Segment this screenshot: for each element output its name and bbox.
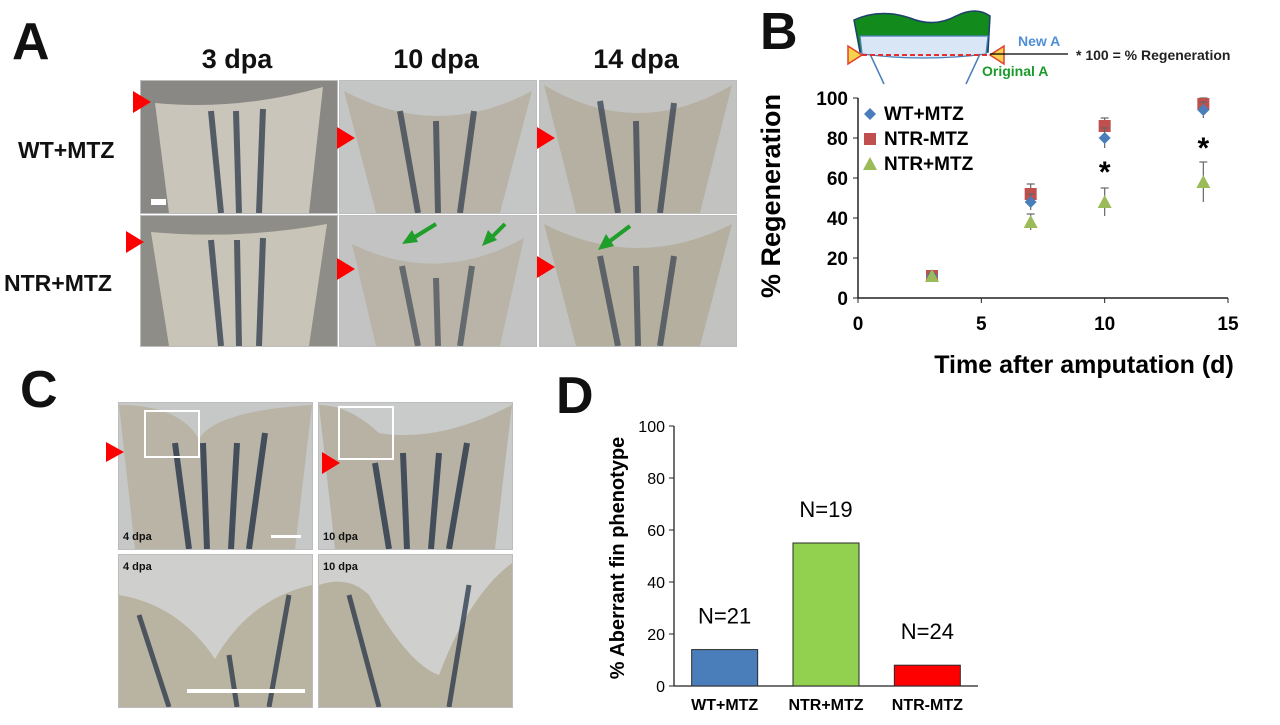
sample-size-label: N=24 <box>901 619 954 644</box>
bar <box>792 542 860 687</box>
green-arrow-icon <box>402 222 438 244</box>
y-axis-label: % Regeneration <box>756 94 786 298</box>
legend-label: NTR-MTZ <box>884 129 969 150</box>
photo-label: 4 dpa <box>123 561 152 573</box>
x-axis-label: Time after amputation (d) <box>934 351 1234 379</box>
data-point <box>1098 120 1111 132</box>
regeneration-formula: New A Original A * 100 = % Regeneration <box>847 10 1230 85</box>
amputation-arrowhead <box>337 258 355 280</box>
cut-marker-icon <box>988 44 1005 66</box>
formula-denominator: Original A <box>982 63 1048 79</box>
column-header-10dpa: 10 dpa <box>393 44 479 74</box>
amputation-arrowhead <box>337 127 355 149</box>
bar <box>691 649 759 687</box>
category-label: NTR-MTZ <box>892 697 963 714</box>
y-tick-label: 20 <box>827 249 848 270</box>
data-point <box>1098 132 1111 144</box>
photo-label: 4 dpa <box>123 531 152 543</box>
y-axis-label: % Aberrant fin phenotype <box>607 437 629 680</box>
panel-letter-d: D <box>556 367 594 425</box>
data-point <box>1023 215 1038 228</box>
data-point <box>925 269 939 282</box>
sample-size-label: N=19 <box>799 497 852 522</box>
legend-marker <box>863 157 877 170</box>
category-label: WT+MTZ <box>691 697 758 714</box>
y-tick-label: 40 <box>647 575 665 592</box>
row-header-wt-mtz: WT+MTZ <box>18 137 115 163</box>
panel-letter-b: B <box>760 3 798 61</box>
fin-photo-ntr-3dpa <box>140 215 338 347</box>
panel-c-annotations <box>106 442 340 474</box>
formula-numerator: New A <box>1018 33 1060 49</box>
legend-marker <box>864 108 876 120</box>
fin-photo-ntr-10dpa <box>339 215 537 347</box>
fin-photo-wt-10dpa <box>339 80 537 214</box>
cut-marker-icon <box>847 44 864 66</box>
significance-star: * <box>1099 156 1111 189</box>
green-arrow-icon <box>598 224 632 250</box>
regeneration-chart: % Regeneration Time after amputation (d)… <box>756 89 1239 379</box>
x-tick-label: 0 <box>853 314 864 335</box>
sample-size-label: N=21 <box>698 604 751 629</box>
green-arrow-icon <box>482 222 507 246</box>
data-point <box>1097 195 1112 208</box>
fin-photo-c-4dpa-zoom: 4 dpa <box>118 554 313 708</box>
column-header-14dpa: 14 dpa <box>593 44 679 74</box>
fin-photo-c-10dpa-zoom: 10 dpa <box>318 554 513 708</box>
photo-label: 10 dpa <box>323 531 358 543</box>
fin-photo-c-10dpa: 10 dpa <box>318 402 513 550</box>
zoom-box <box>144 410 200 458</box>
category-label: NTR+MTZ <box>788 697 863 714</box>
zoom-box <box>338 406 394 460</box>
formula-result: * 100 = % Regeneration <box>1076 47 1230 63</box>
aberrant-phenotype-chart: % Aberrant fin phenotype 0 20 40 60 80 100 N=… <box>607 419 978 714</box>
y-tick-label: 0 <box>656 679 665 696</box>
panel-letter-c: C <box>20 361 58 419</box>
column-header-3dpa: 3 dpa <box>201 44 273 74</box>
fin-photo-ntr-14dpa <box>539 215 737 347</box>
legend-label: WT+MTZ <box>884 104 964 125</box>
legend-label: NTR+MTZ <box>884 154 974 175</box>
amputation-arrowhead <box>133 91 151 113</box>
data-point <box>1197 104 1210 116</box>
y-tick-label: 60 <box>647 523 665 540</box>
fin-photo-wt-14dpa <box>539 80 737 214</box>
y-tick-label: 0 <box>837 289 848 310</box>
amputation-arrowhead <box>322 452 340 474</box>
amputation-arrowhead <box>106 442 124 462</box>
panel-a-annotations <box>126 91 632 280</box>
y-tick-label: 20 <box>647 627 665 644</box>
x-tick-label: 5 <box>976 314 987 335</box>
fin-photo-c-4dpa: 4 dpa <box>118 402 313 550</box>
photo-label: 10 dpa <box>323 561 358 573</box>
x-tick-label: 15 <box>1217 314 1239 335</box>
row-header-ntr-mtz: NTR+MTZ <box>4 270 112 296</box>
y-tick-label: 80 <box>827 129 848 150</box>
bar <box>893 664 961 687</box>
y-tick-label: 100 <box>638 419 665 436</box>
fin-photo-wt-3dpa <box>140 80 338 214</box>
y-tick-label: 80 <box>647 471 665 488</box>
significance-star: * <box>1197 132 1209 165</box>
amputation-arrowhead <box>537 256 555 278</box>
legend-marker <box>864 133 876 145</box>
amputation-arrowhead <box>537 127 555 149</box>
x-tick-label: 10 <box>1094 314 1115 335</box>
y-tick-label: 100 <box>816 89 848 110</box>
data-point <box>1196 175 1211 188</box>
panel-letter-a: A <box>12 13 50 71</box>
y-tick-label: 60 <box>827 169 848 190</box>
y-tick-label: 40 <box>827 209 848 230</box>
data-point <box>1024 196 1037 208</box>
amputation-arrowhead <box>126 231 144 253</box>
